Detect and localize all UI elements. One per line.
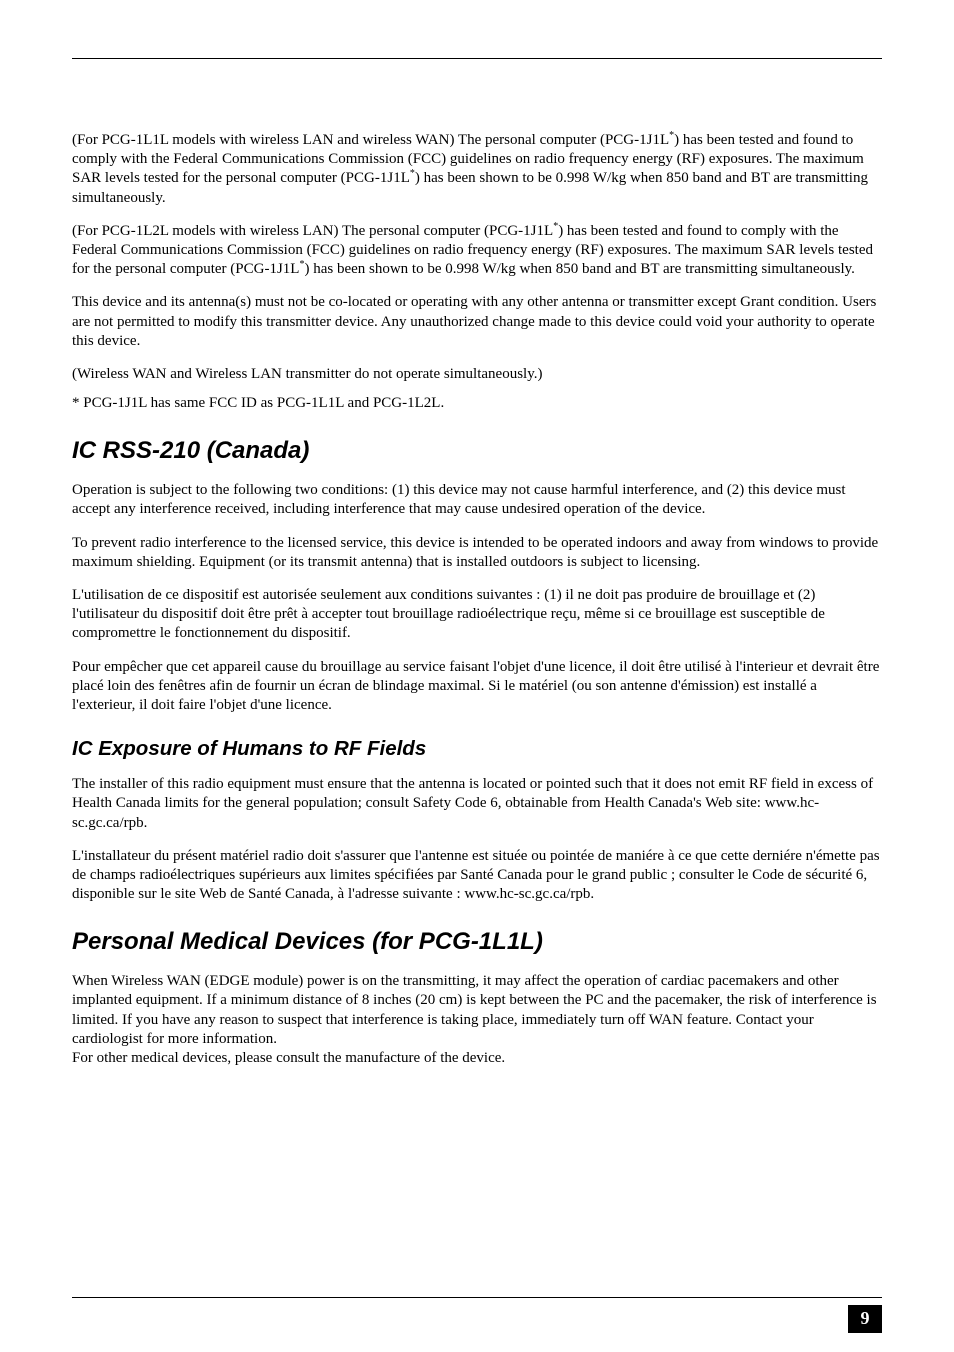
paragraph-ic-indoors: To prevent radio interference to the lic… (72, 534, 882, 572)
top-horizontal-rule (72, 58, 882, 59)
heading-ic-rss-210: IC RSS-210 (Canada) (72, 437, 882, 465)
paragraph-wan-lan-note: (Wireless WAN and Wireless LAN transmitt… (72, 365, 882, 384)
text: (For PCG-1L1L models with wireless LAN a… (72, 132, 669, 148)
paragraph-medical-wan: When Wireless WAN (EDGE module) power is… (72, 972, 882, 1049)
bottom-horizontal-rule (72, 1297, 882, 1298)
paragraph-fcc-1l2l: (For PCG-1L2L models with wireless LAN) … (72, 222, 882, 280)
page-content: (For PCG-1L1L models with wireless LAN a… (0, 0, 954, 1068)
paragraph-installer-fr: L'installateur du présent matériel radio… (72, 847, 882, 905)
paragraph-ic-conditions-fr: L'utilisation de ce dispositif est autor… (72, 586, 882, 644)
text: (For PCG-1L2L models with wireless LAN) … (72, 223, 553, 239)
heading-personal-medical: Personal Medical Devices (for PCG-1L1L) (72, 928, 882, 956)
page-footer: 9 (72, 1297, 882, 1304)
paragraph-footnote-fccid: * PCG-1J1L has same FCC ID as PCG-1L1L a… (72, 394, 882, 413)
page-number-badge: 9 (848, 1305, 882, 1333)
paragraph-ic-indoors-fr: Pour empêcher que cet appareil cause du … (72, 658, 882, 716)
paragraph-antenna: This device and its antenna(s) must not … (72, 293, 882, 351)
paragraph-installer-en: The installer of this radio equipment mu… (72, 775, 882, 833)
paragraph-medical-other: For other medical devices, please consul… (72, 1049, 882, 1068)
paragraph-ic-conditions: Operation is subject to the following tw… (72, 481, 882, 519)
paragraph-fcc-1l1l: (For PCG-1L1L models with wireless LAN a… (72, 131, 882, 208)
heading-ic-exposure: IC Exposure of Humans to RF Fields (72, 737, 882, 761)
text: ) has been shown to be 0.998 W/kg when 8… (304, 261, 854, 277)
